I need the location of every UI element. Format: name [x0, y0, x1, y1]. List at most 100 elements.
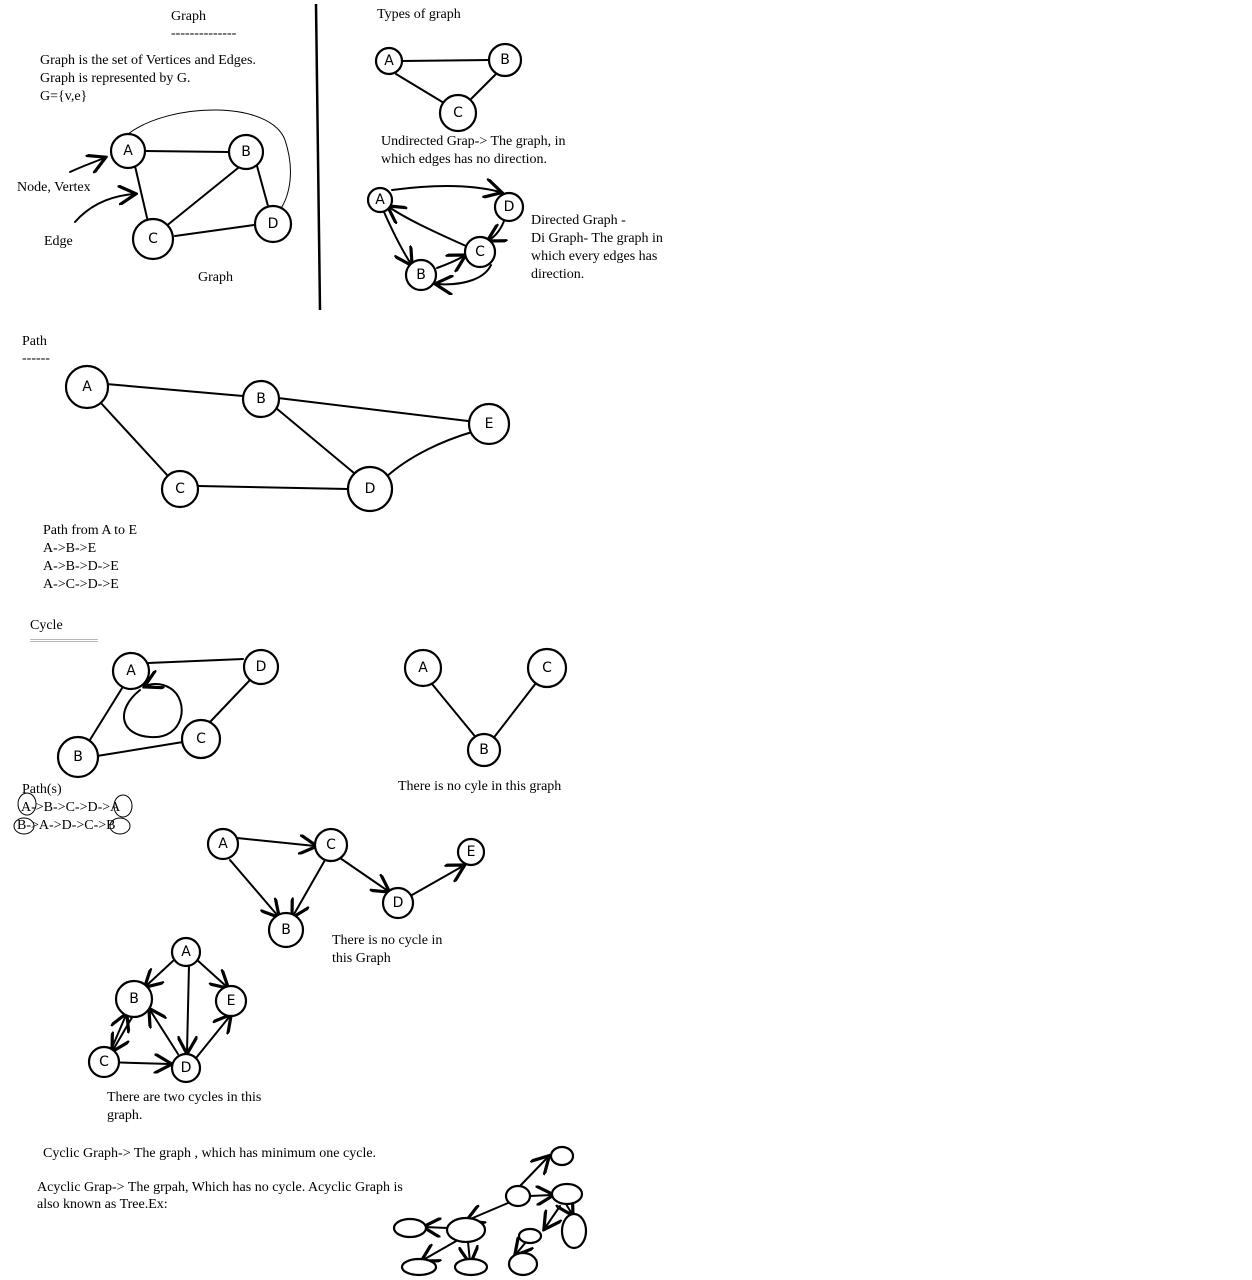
- nocycle2-node-b: B: [267, 911, 305, 949]
- paths-heading: Path(s): [22, 782, 62, 797]
- graph-example: A B C D: [69, 109, 293, 261]
- graph-title: Graph: [171, 9, 206, 24]
- cycle-path-2: B->A->D->C->B: [17, 818, 116, 833]
- cycle-title-underline: [30, 639, 98, 642]
- cycle-path-1: A->B->C->D->A: [21, 800, 121, 815]
- svg-text:C: C: [453, 105, 463, 121]
- svg-text:C: C: [542, 660, 552, 676]
- nocycle1-node-b: B: [466, 732, 502, 768]
- nocycle2-node-c: C: [313, 827, 349, 863]
- svg-text:C: C: [148, 231, 158, 247]
- undirected-desc-line-2: which edges has no direction.: [381, 152, 548, 167]
- svg-text:C: C: [475, 244, 485, 260]
- svg-text:A: A: [181, 944, 191, 960]
- twocycles-node-b: B: [114, 979, 154, 1019]
- directed-desc-line-4: direction.: [531, 267, 585, 282]
- directed-node-c: C: [463, 235, 497, 269]
- path-node-c: C: [160, 469, 200, 509]
- path-node-a: A: [64, 364, 110, 410]
- svg-text:B: B: [500, 52, 510, 68]
- cycle-node-d: D: [242, 648, 280, 686]
- svg-text:B: B: [479, 742, 489, 758]
- path-item-3: A->C->D->E: [43, 577, 119, 592]
- path-highlight-loops: [13, 792, 133, 835]
- edge-label: Edge: [44, 234, 73, 249]
- graph-node-c: C: [131, 217, 175, 261]
- section-divider: [314, 3, 322, 311]
- twocycles-caption-line-2: graph.: [107, 1108, 143, 1123]
- graph-title-underline: --------------: [171, 26, 237, 41]
- graph-node-b: B: [227, 133, 265, 171]
- path-node-e: E: [467, 402, 511, 446]
- svg-text:A: A: [126, 663, 136, 679]
- nocycle2-node-a: A: [206, 827, 240, 861]
- cycle-graph: A B C D: [56, 648, 280, 779]
- svg-text:B: B: [256, 391, 266, 407]
- undirected-node-a: A: [374, 46, 404, 76]
- svg-text:D: D: [365, 481, 376, 497]
- undirected-desc-line-1: Undirected Grap-> The graph, in: [381, 134, 566, 149]
- svg-text:A: A: [418, 660, 428, 676]
- svg-text:E: E: [227, 993, 236, 1009]
- acyclic-definition-line-2: also known as Tree.Ex:: [37, 1197, 168, 1212]
- directed-graph: A D C B: [366, 186, 525, 292]
- svg-text:A: A: [123, 143, 133, 159]
- graph-definition-line-2: Graph is represented by G.: [40, 71, 191, 86]
- svg-text:E: E: [467, 844, 476, 860]
- svg-text:B: B: [73, 749, 83, 765]
- path-item-1: A->B->E: [43, 541, 97, 556]
- nocycle2-node-e: E: [456, 837, 486, 867]
- undirected-graph: A B C: [374, 42, 523, 133]
- path-title: Path: [22, 334, 47, 349]
- nocycle1-node-a: A: [403, 648, 443, 688]
- svg-text:A: A: [375, 192, 385, 208]
- twocycles-node-d: D: [170, 1052, 202, 1084]
- cycle-node-b: B: [56, 735, 100, 779]
- directed-node-b: B: [404, 258, 438, 292]
- graph-caption: Graph: [198, 270, 233, 285]
- directed-desc-line-3: which every edges has: [531, 249, 658, 264]
- nocycle1-node-c: C: [526, 647, 568, 689]
- svg-text:A: A: [218, 836, 228, 852]
- directed-desc-line-1: Directed Graph -: [531, 213, 626, 228]
- path-graph: A B C D E: [64, 364, 511, 513]
- svg-text:B: B: [241, 144, 251, 160]
- cycle-node-a: A: [111, 651, 151, 691]
- svg-text:D: D: [256, 659, 267, 675]
- node-pointer-arrow: [69, 158, 104, 172]
- nocycle2-caption-line-2: this Graph: [332, 951, 391, 966]
- cycle-title: Cycle: [30, 618, 63, 633]
- svg-text:A: A: [82, 379, 92, 395]
- directed-desc-line-2: Di Graph- The graph in: [531, 231, 663, 246]
- types-title: Types of graph: [377, 7, 461, 22]
- twocycles-node-a: A: [170, 936, 202, 968]
- two-cycles-graph: A B E C D: [87, 936, 248, 1084]
- graph-definition-line-3: G={v,e}: [40, 89, 88, 104]
- svg-text:B: B: [281, 922, 291, 938]
- cycle-node-c: C: [180, 718, 222, 760]
- svg-text:E: E: [485, 416, 494, 432]
- directed-node-a: A: [366, 186, 394, 214]
- path-heading: Path from A to E: [43, 523, 138, 538]
- svg-text:B: B: [416, 267, 426, 283]
- svg-text:D: D: [393, 895, 404, 911]
- path-title-underline: ------: [22, 351, 50, 366]
- svg-text:C: C: [326, 837, 336, 853]
- twocycles-node-c: C: [87, 1045, 121, 1079]
- svg-text:D: D: [268, 216, 279, 232]
- node-vertex-label: Node, Vertex: [17, 180, 91, 195]
- svg-text:D: D: [181, 1060, 192, 1076]
- edge-pointer-arrow: [74, 194, 134, 223]
- self-loop: [123, 684, 183, 739]
- twocycles-node-e: E: [214, 984, 248, 1018]
- svg-text:C: C: [99, 1054, 109, 1070]
- nocycle2-node-d: D: [381, 886, 415, 920]
- no-cycle-graph-1: A B C: [403, 647, 568, 768]
- graph-node-d: D: [253, 204, 293, 244]
- graph-node-a: A: [109, 132, 147, 170]
- svg-text:C: C: [175, 481, 185, 497]
- svg-text:A: A: [384, 53, 394, 69]
- twocycles-caption-line-1: There are two cycles in this: [107, 1090, 262, 1105]
- graph-definition-line-1: Graph is the set of Vertices and Edges.: [40, 53, 256, 68]
- path-node-d: D: [346, 465, 394, 513]
